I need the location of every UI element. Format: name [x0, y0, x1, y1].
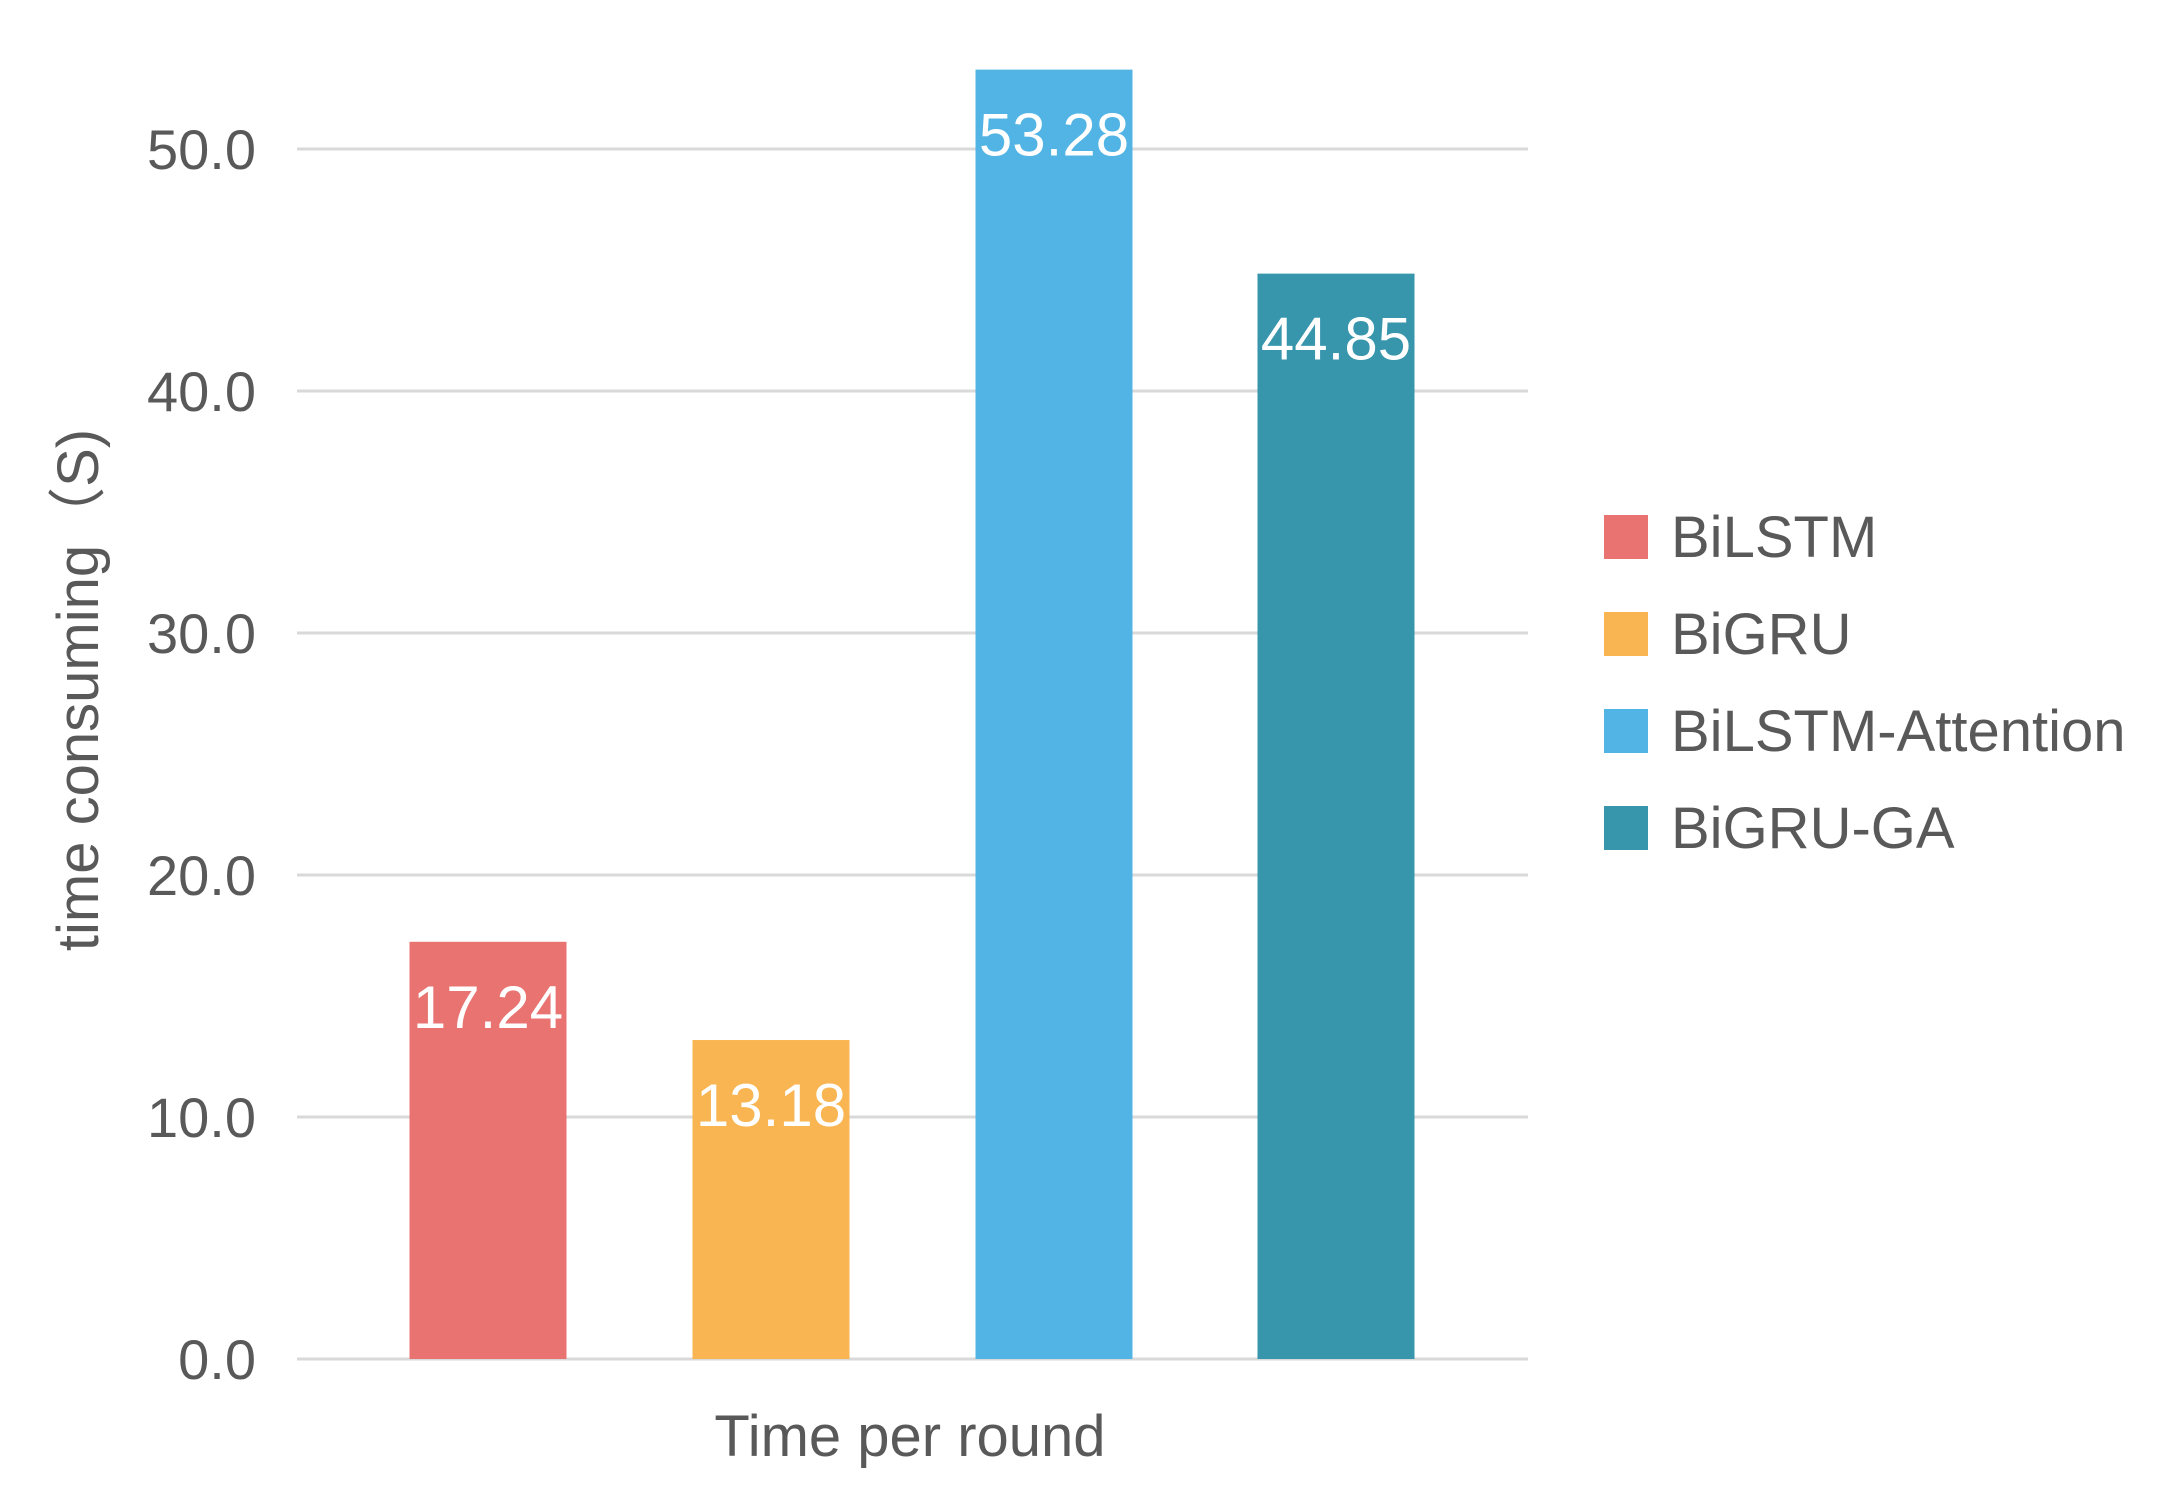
bar-bigru	[692, 1040, 850, 1359]
legend-label-bilstm: BiLSTM	[1671, 505, 1877, 570]
bar-bilstm	[409, 941, 567, 1359]
bars	[409, 69, 1415, 1359]
x-axis-title: Time per round	[714, 1404, 1105, 1469]
legend-swatch-bigru	[1604, 612, 1648, 656]
legend-swatch-bilstm-attention	[1604, 709, 1648, 753]
y-axis-tick-labels: 0.0 10.0 20.0 30.0 40.0 50.0	[147, 118, 256, 1391]
legend: BiLSTM BiGRU BiLSTM-Attention BiGRU-GA	[1604, 505, 2126, 861]
y-tick-label: 30.0	[147, 602, 256, 665]
y-tick-label: 20.0	[147, 844, 256, 907]
y-axis-title: time consuming（S)	[46, 429, 111, 951]
legend-label-bigru-ga: BiGRU-GA	[1671, 796, 1955, 861]
legend-swatch-bigru-ga	[1604, 806, 1648, 850]
bar-bigru-ga	[1257, 273, 1415, 1359]
y-tick-label: 0.0	[178, 1328, 256, 1391]
y-tick-label: 50.0	[147, 118, 256, 181]
legend-swatch-bilstm	[1604, 515, 1648, 559]
y-tick-label: 10.0	[147, 1086, 256, 1149]
data-label-bigru-ga: 44.85	[1261, 306, 1411, 373]
data-label-bilstm-attention: 53.28	[979, 102, 1129, 169]
data-labels: 17.24 13.18 53.28 44.85	[413, 102, 1411, 1139]
bar-bilstm-attention	[975, 69, 1133, 1359]
data-label-bigru: 13.18	[696, 1072, 846, 1139]
data-label-bilstm: 17.24	[413, 974, 563, 1041]
legend-label-bilstm-attention: BiLSTM-Attention	[1671, 699, 2126, 764]
y-tick-label: 40.0	[147, 360, 256, 423]
legend-label-bigru: BiGRU	[1671, 602, 1851, 667]
